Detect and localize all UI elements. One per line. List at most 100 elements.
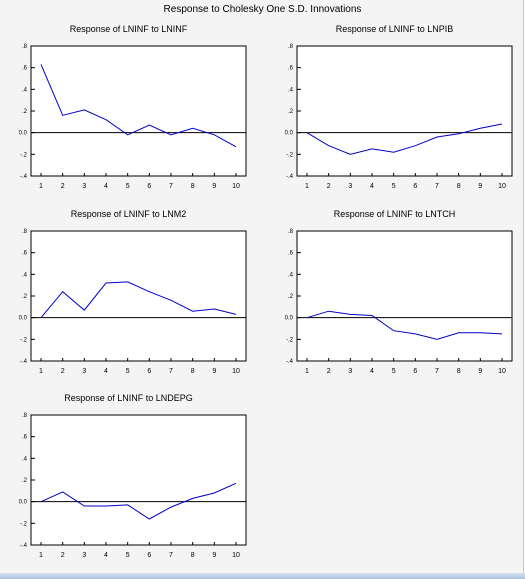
x-tick-label: 1 [39,183,43,190]
plot-frame [30,45,247,177]
x-tick-label: 7 [169,552,173,559]
x-tick-label: 9 [212,552,216,559]
y-tick-label: -.4 [20,359,28,365]
y-tick-label: -.2 [286,337,294,343]
chart-panel: Response of LNINF to LNTCH .8 .6 .4 .2 0.0 -.2… [285,209,513,375]
x-tick-label: 1 [39,368,43,375]
x-tick-label: 10 [498,183,506,190]
chart-title: Response of LNINF to LNM2 [71,209,187,219]
y-tick-label: -.2 [20,152,28,158]
figure-title: Response to Cholesky One S.D. Innovation… [163,4,362,15]
x-tick-label: 8 [191,183,195,190]
x-tick-label: 10 [232,183,240,190]
chart-title: Response of LNINF to LNPIB [336,24,454,34]
x-tick-label: 6 [147,368,151,375]
response-line [306,310,503,340]
x-tick-label: 2 [61,552,65,559]
x-tick-label: 4 [370,368,374,375]
chart-title: Response of LNINF to LNDEPG [64,393,193,403]
x-tick-label: 10 [498,368,506,375]
response-line [40,281,237,319]
y-tick-label: .4 [288,87,294,93]
chart-panel: Response of LNINF to LNINF .8 .6 .4 .2 0.0 -.2… [19,24,247,190]
y-tick-label: .8 [22,44,28,50]
x-tick-label: 1 [39,552,43,559]
y-tick-label: .8 [22,229,28,235]
y-tick-label: .2 [288,109,294,115]
y-tick-label: .6 [22,251,28,257]
y-tick-label: .8 [288,44,294,50]
y-tick-label: .2 [22,109,28,115]
x-tick-label: 1 [305,368,309,375]
x-tick-label: 4 [104,368,108,375]
x-tick-label: 2 [327,183,331,190]
chart-title: Response of LNINF to LNTCH [334,209,456,219]
x-tick-label: 6 [147,183,151,190]
y-tick-label: 0.0 [19,131,28,137]
x-tick-label: 6 [413,183,417,190]
y-tick-label: 0.0 [285,316,294,322]
y-tick-label: -.4 [20,174,28,180]
y-tick-label: .2 [22,478,28,484]
window-bottom-strip [0,573,525,579]
plot-frame [296,230,513,362]
plot-frame [296,45,513,177]
x-tick-label: 3 [82,183,86,190]
x-tick-label: 10 [232,552,240,559]
x-tick-label: 6 [147,552,151,559]
y-tick-label: 0.0 [19,316,28,322]
y-tick-label: .4 [22,272,28,278]
y-tick-label: .8 [22,413,28,419]
x-tick-label: 9 [212,368,216,375]
x-tick-label: 5 [126,552,130,559]
x-tick-label: 3 [348,368,352,375]
response-line [306,123,503,155]
x-tick-label: 2 [327,368,331,375]
x-tick-label: 8 [457,183,461,190]
x-tick-label: 7 [435,368,439,375]
y-tick-label: .6 [288,66,294,72]
x-tick-label: 1 [305,183,309,190]
chart-panel: Response of LNINF to LNPIB .8 .6 .4 .2 0.0 -.2… [285,24,513,190]
x-tick-label: 5 [392,368,396,375]
y-tick-label: .6 [288,251,294,257]
x-tick-label: 5 [392,183,396,190]
x-tick-label: 2 [61,368,65,375]
chart-panel: Response of LNINF to LNM2 .8 .6 .4 .2 0.0 -.2 -… [19,209,247,375]
x-tick-label: 4 [370,183,374,190]
chart-title: Response of LNINF to LNINF [70,24,188,34]
x-tick-label: 9 [212,183,216,190]
y-tick-label: .2 [288,294,294,300]
y-tick-label: .4 [22,456,28,462]
response-line [40,482,237,520]
x-tick-label: 9 [478,183,482,190]
x-tick-label: 8 [191,552,195,559]
x-tick-label: 6 [413,368,417,375]
y-tick-label: -.4 [20,543,28,549]
y-tick-label: .4 [288,272,294,278]
x-tick-label: 4 [104,183,108,190]
y-tick-label: .4 [22,87,28,93]
y-tick-label: -.4 [286,174,294,180]
y-tick-label: -.2 [286,152,294,158]
x-tick-label: 7 [435,183,439,190]
x-tick-label: 9 [478,368,482,375]
y-tick-label: .6 [22,66,28,72]
x-tick-label: 7 [169,368,173,375]
y-tick-label: .8 [288,229,294,235]
x-tick-label: 3 [348,183,352,190]
x-tick-label: 3 [82,552,86,559]
x-tick-label: 8 [191,368,195,375]
x-tick-label: 5 [126,183,130,190]
y-tick-label: 0.0 [285,131,294,137]
response-line [40,64,237,148]
x-tick-label: 7 [169,183,173,190]
x-tick-label: 2 [61,183,65,190]
x-tick-label: 8 [457,368,461,375]
x-tick-label: 10 [232,368,240,375]
y-tick-label: -.2 [20,521,28,527]
y-tick-label: .2 [22,294,28,300]
x-tick-label: 3 [82,368,86,375]
